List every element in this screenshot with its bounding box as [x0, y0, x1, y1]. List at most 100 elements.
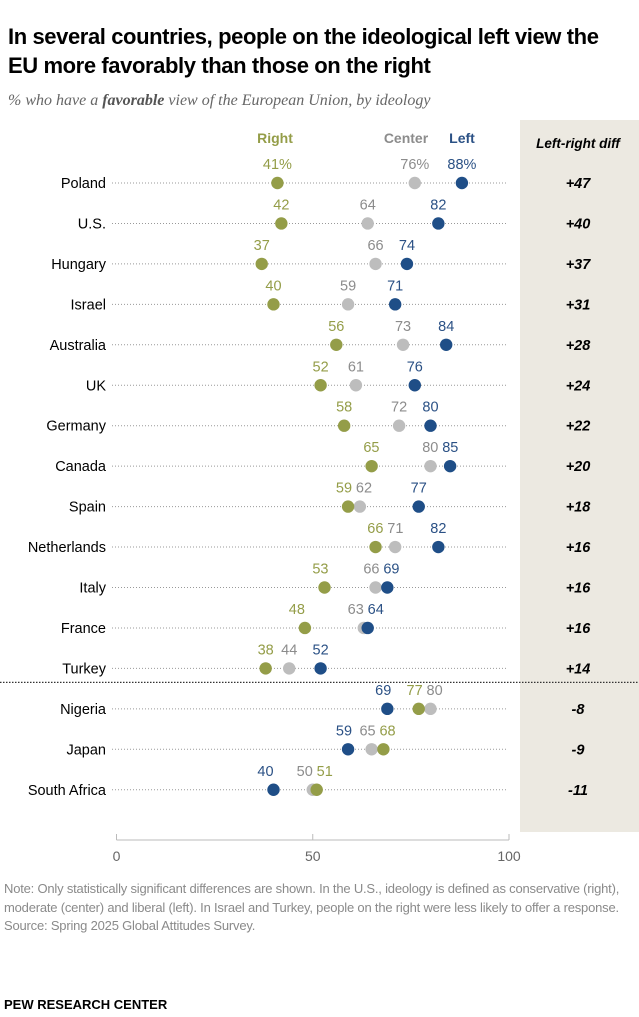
dot-right [337, 419, 351, 432]
chart-note: Note: Only statistically significant dif… [4, 880, 634, 936]
x-tick-label: 50 [305, 848, 321, 864]
country-label: France [61, 621, 106, 637]
value-label-left: 52 [313, 642, 329, 658]
subtitle-after: view of the European Union, by ideology [164, 92, 431, 109]
x-tick-label: 0 [113, 848, 121, 864]
diff-value: +16 [566, 540, 592, 556]
dot-center [392, 419, 406, 432]
dot-left [361, 621, 374, 635]
value-label-center: 65 [359, 723, 375, 739]
dot-center [353, 500, 367, 513]
value-label-right: 77 [407, 683, 423, 699]
country-label: U.S. [78, 216, 106, 232]
diff-value: -9 [572, 742, 585, 758]
country-label: Germany [46, 419, 106, 435]
dot-center [349, 379, 363, 392]
dot-left [381, 702, 394, 716]
value-label-left: 84 [438, 319, 454, 335]
value-label-right: 41% [263, 157, 292, 173]
value-label-center: 76% [400, 157, 429, 173]
value-label-center: 62 [356, 481, 372, 497]
dot-right [318, 581, 331, 594]
value-label-center: 44 [281, 642, 297, 658]
value-label-left: 71 [387, 278, 403, 294]
diff-header: Left-right diff [536, 136, 621, 151]
subtitle-emphasis: favorable [102, 92, 165, 109]
dot-left [381, 581, 394, 594]
value-label-center: 72 [391, 400, 407, 416]
value-label-right: 51 [317, 764, 333, 780]
value-label-left: 76 [407, 359, 423, 375]
value-label-left: 82 [430, 521, 446, 537]
diff-value: +47 [566, 176, 592, 192]
value-label-right: 53 [312, 562, 328, 578]
value-label-right: 59 [336, 481, 352, 497]
chart-subtitle: % who have a favorable view of the Europ… [8, 92, 430, 110]
diff-value: -8 [572, 702, 586, 718]
country-label: Turkey [62, 661, 107, 677]
dot-right [298, 621, 312, 635]
legend-left: Left [449, 130, 475, 146]
dot-right [377, 743, 390, 756]
value-label-left: 64 [368, 602, 384, 618]
dot-right [365, 459, 378, 473]
dot-center [396, 338, 410, 351]
dot-center [408, 176, 421, 190]
diff-value: +40 [566, 216, 591, 232]
diff-value: +28 [566, 338, 592, 354]
dot-left [455, 176, 469, 190]
value-label-right: 38 [258, 642, 274, 658]
diff-value: +24 [566, 378, 591, 394]
value-label-right: 56 [328, 319, 344, 335]
value-label-right: 42 [273, 197, 289, 213]
diff-value: +22 [566, 419, 591, 435]
dot-left [432, 540, 445, 554]
value-label-center: 64 [360, 197, 376, 213]
dot-right [310, 783, 323, 796]
country-label: Canada [55, 459, 107, 475]
brand-logo-text: PEW RESEARCH CENTER [4, 997, 168, 1012]
chart-title: In several countries, people on the ideo… [8, 24, 599, 78]
dot-right [271, 176, 284, 190]
dot-center [341, 298, 355, 311]
country-label: Spain [69, 500, 106, 516]
value-label-center: 59 [340, 278, 356, 294]
value-label-right: 40 [265, 278, 281, 294]
value-label-left: 77 [411, 481, 427, 497]
value-label-right: 37 [254, 238, 270, 254]
dot-left [341, 743, 355, 756]
dot-center [424, 702, 437, 716]
diff-value: +31 [566, 297, 591, 313]
country-label: South Africa [28, 783, 107, 799]
value-label-left: 85 [442, 440, 458, 456]
country-label: Hungary [51, 257, 107, 273]
value-label-right: 52 [313, 359, 329, 375]
value-label-left: 82 [430, 197, 446, 213]
diff-value: +14 [566, 661, 591, 677]
diff-value: +16 [566, 581, 592, 597]
dot-right [314, 379, 327, 392]
subtitle-before: % who have a [8, 92, 103, 109]
value-label-center: 50 [297, 764, 313, 780]
value-label-center: 71 [387, 521, 403, 537]
dot-left [314, 662, 327, 675]
dot-left [412, 500, 425, 513]
value-label-left: 59 [336, 723, 352, 739]
value-label-center: 66 [363, 562, 379, 578]
value-label-center: 80 [422, 440, 438, 456]
diff-value: +20 [566, 459, 591, 475]
dot-left [388, 298, 402, 311]
dot-right [412, 702, 425, 716]
dot-right [255, 257, 268, 271]
source-text: Source: Spring 2025 Global Attitudes Sur… [4, 918, 256, 933]
value-label-right: 68 [379, 723, 395, 739]
value-label-center: 61 [348, 359, 364, 375]
dot-left [400, 257, 414, 271]
country-label: Italy [79, 581, 106, 597]
dot-center [361, 217, 374, 230]
dot-right [259, 662, 272, 675]
value-label-center: 63 [348, 602, 364, 618]
value-label-center: 73 [395, 319, 411, 335]
value-label-right: 58 [336, 400, 352, 416]
value-label-right: 48 [289, 602, 305, 618]
